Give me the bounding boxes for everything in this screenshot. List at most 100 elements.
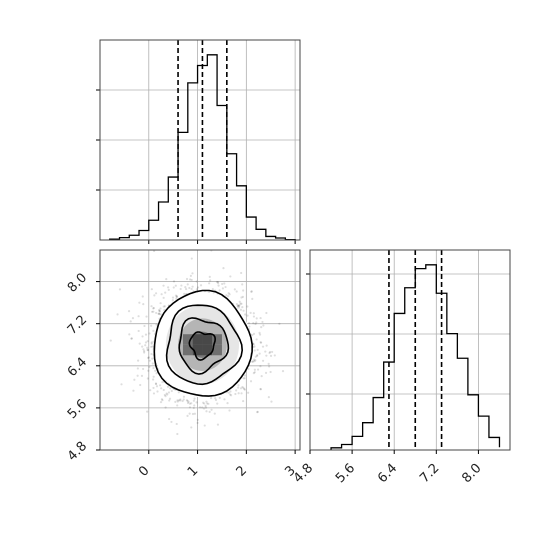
scatter-point xyxy=(129,320,132,323)
scatter-point xyxy=(241,385,244,389)
scatter-point xyxy=(251,333,254,337)
scatter-point xyxy=(258,331,261,334)
scatter-point xyxy=(265,354,268,357)
scatter-point xyxy=(227,391,230,394)
panel-y-histogram: 4.8 5.6 6.4 7.2 8.0 xyxy=(291,249,511,486)
scatter-point xyxy=(141,367,145,371)
scatter-point xyxy=(217,284,220,287)
scatter-point xyxy=(209,279,212,282)
scatter-point xyxy=(172,280,176,283)
scatter-point xyxy=(175,295,178,298)
scatter-point xyxy=(174,400,177,403)
scatter-point xyxy=(152,307,155,310)
scatter-point xyxy=(258,333,262,336)
scatter-point xyxy=(196,418,199,421)
scatter-point xyxy=(253,345,256,348)
scatter-point xyxy=(261,359,265,362)
scatter-point xyxy=(187,400,190,403)
scatter-point xyxy=(222,267,225,270)
scatter-point xyxy=(256,411,259,414)
scatter-point xyxy=(269,370,272,374)
scatter-point xyxy=(252,372,255,375)
scatter-point xyxy=(261,345,265,348)
panel-xy-density: 0 1 2 34.85.66.47.28.0 xyxy=(65,249,301,480)
scatter-point xyxy=(195,401,198,404)
scatter-point xyxy=(265,344,268,347)
scatter-point xyxy=(164,406,167,409)
scatter-point xyxy=(246,305,249,308)
scatter-point xyxy=(229,394,233,397)
scatter-point xyxy=(253,349,256,352)
scatter-point xyxy=(147,356,150,359)
scatter-point xyxy=(208,410,211,413)
scatter-point xyxy=(168,417,171,421)
scatter-point xyxy=(224,285,227,289)
scatter-point xyxy=(171,296,175,299)
scatter-point xyxy=(150,288,153,291)
scatter-point xyxy=(136,374,139,377)
scatter-point xyxy=(130,337,133,340)
scatter-point xyxy=(190,257,193,260)
scatter-point xyxy=(252,312,255,315)
scatter-point xyxy=(253,368,256,371)
scatter-point xyxy=(116,313,119,316)
scatter-point xyxy=(221,287,225,290)
scatter-point xyxy=(262,324,265,327)
panel-frame xyxy=(99,39,301,241)
scatter-point xyxy=(206,402,209,405)
scatter-point xyxy=(162,305,165,308)
density-contour xyxy=(165,304,244,386)
scatter-point xyxy=(185,399,189,402)
scatter-point xyxy=(260,326,263,329)
scatter-point xyxy=(235,290,238,293)
scatter-point xyxy=(242,386,245,390)
density-contour xyxy=(153,289,254,397)
scatter-point xyxy=(259,365,262,368)
scatter-point xyxy=(237,384,240,387)
y-tick-label: 4.8 xyxy=(65,439,90,464)
scatter-point xyxy=(251,297,254,300)
density-contour xyxy=(188,331,217,361)
scatter-point xyxy=(227,295,230,298)
scatter-point xyxy=(237,306,241,309)
scatter-point xyxy=(207,402,210,405)
scatter-point xyxy=(243,387,246,391)
scatter-point xyxy=(186,401,190,405)
scatter-point xyxy=(211,287,214,291)
scatter-point xyxy=(261,320,264,324)
scatter-point xyxy=(259,341,263,344)
scatter-point xyxy=(193,397,196,400)
scatter-point xyxy=(191,412,195,416)
scatter-point xyxy=(170,420,173,424)
scatter-point xyxy=(188,402,192,405)
y-tick-label: 5.6 xyxy=(65,397,90,422)
scatter-point xyxy=(164,291,167,294)
scatter-point xyxy=(162,388,165,392)
scatter-point xyxy=(252,332,256,336)
scatter-point xyxy=(190,287,193,291)
scatter-point xyxy=(163,393,166,397)
scatter-point xyxy=(225,294,228,297)
scatter-point xyxy=(242,309,245,312)
scatter-point xyxy=(264,350,267,353)
scatter-point xyxy=(247,391,250,394)
scatter-point xyxy=(142,348,145,351)
scatter-point xyxy=(150,345,153,348)
scatter-point xyxy=(148,332,151,335)
scatter-point xyxy=(132,389,135,392)
scatter-point xyxy=(137,359,140,362)
scatter-point xyxy=(182,395,186,398)
scatter-point xyxy=(154,382,158,385)
scatter-point xyxy=(251,360,255,363)
scatter-point xyxy=(165,392,168,395)
scatter-point xyxy=(247,367,250,371)
scatter-point xyxy=(260,375,263,378)
scatter-point xyxy=(204,404,207,407)
scatter-point xyxy=(215,280,219,284)
scatter-point xyxy=(201,406,204,409)
scatter-point xyxy=(265,311,268,315)
scatter-point xyxy=(243,374,247,377)
scatter-point xyxy=(237,386,240,389)
scatter-point xyxy=(241,283,244,286)
